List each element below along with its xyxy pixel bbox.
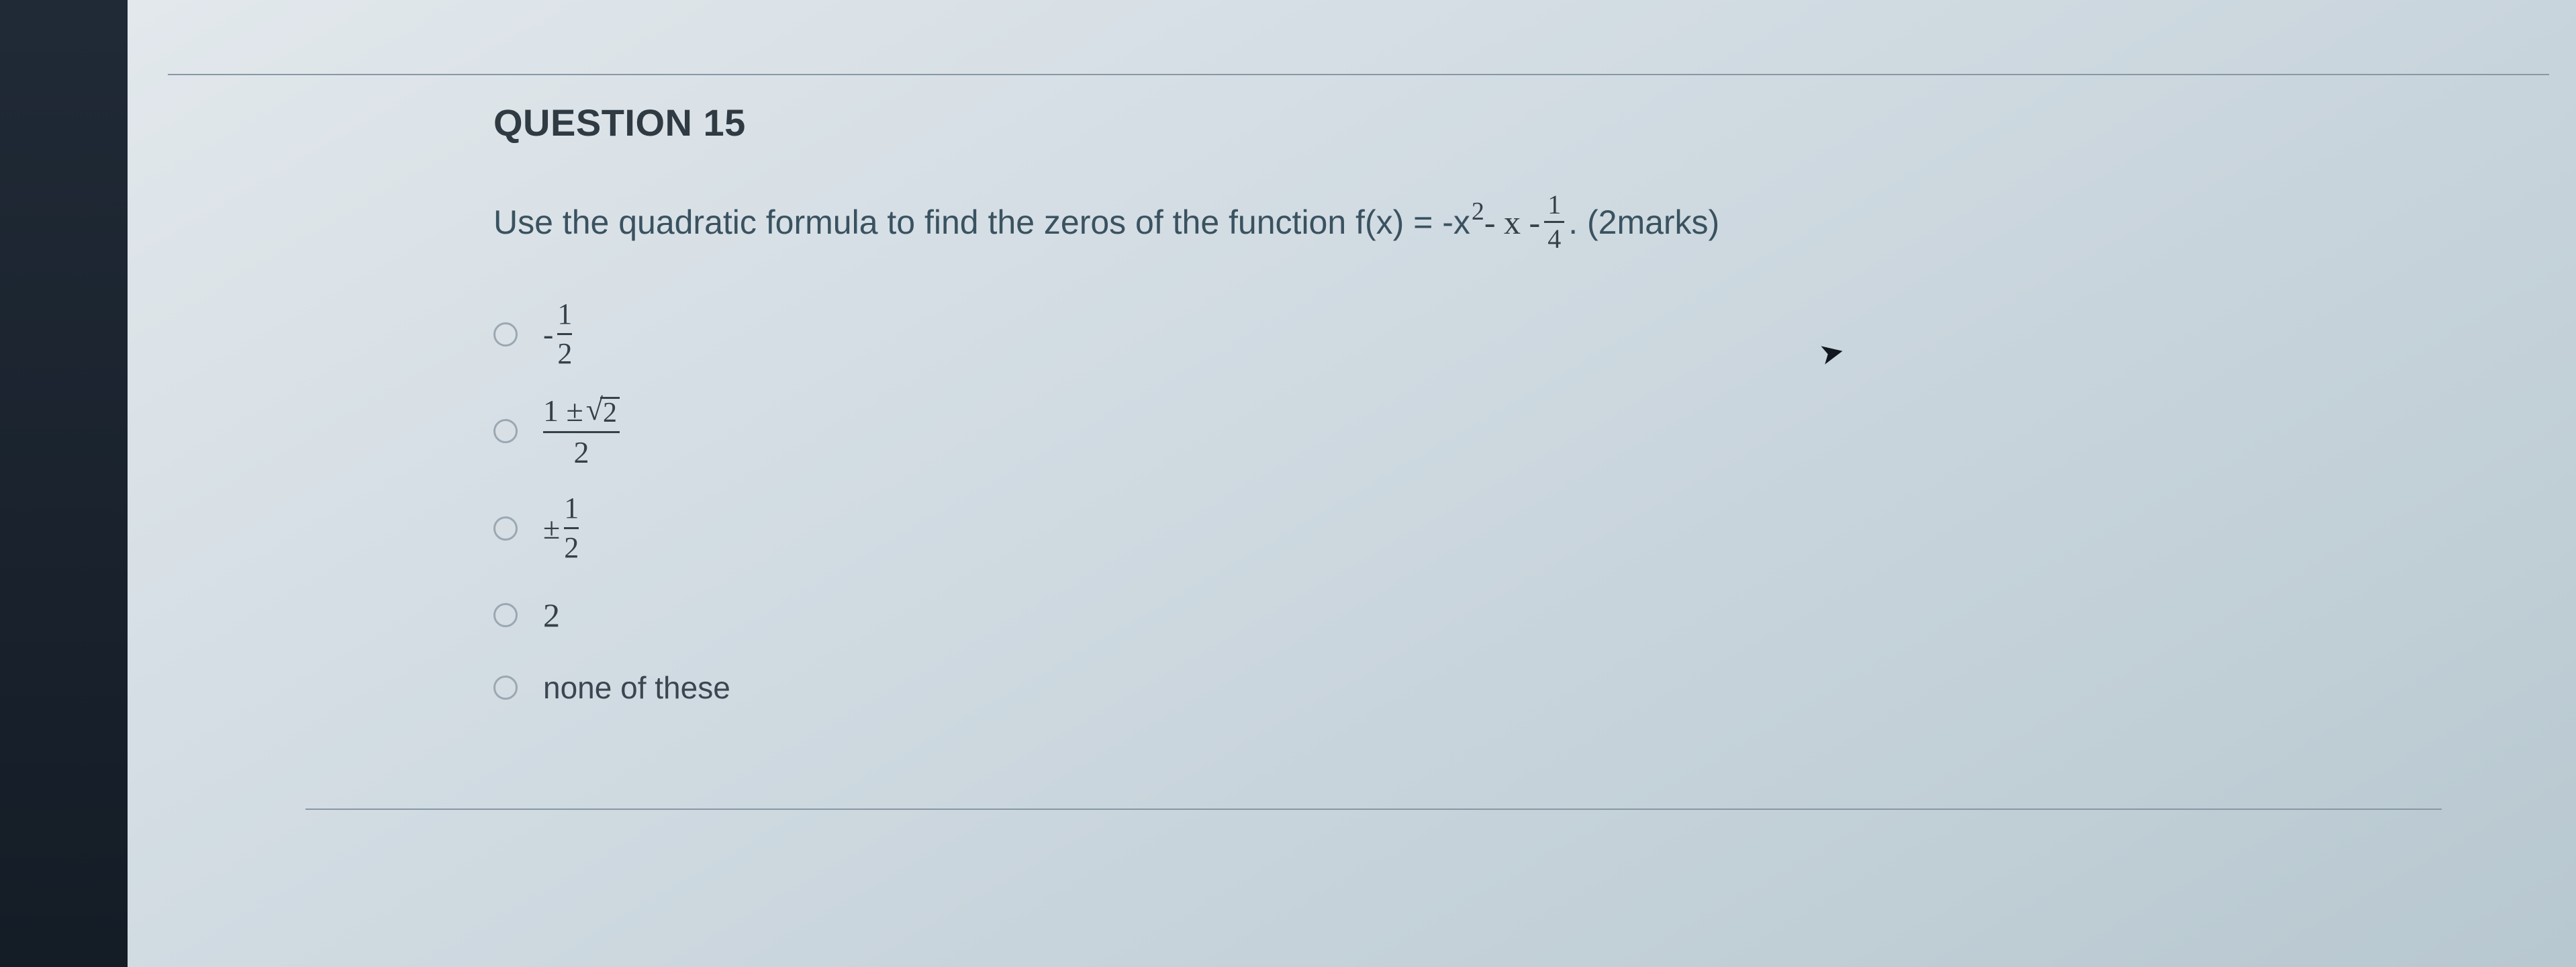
prompt-suffix: . (2marks) [1568,203,1719,242]
option-c-den: 2 [564,527,579,563]
radio-icon[interactable] [493,603,518,627]
option-a-sign: - [543,316,553,352]
bottom-divider [305,809,2442,810]
radio-icon[interactable] [493,516,518,541]
prompt-prefix: Use the quadratic formula to find the ze… [493,203,1470,242]
option-c-num: 1 [564,494,579,527]
option-a-num: 1 [557,300,572,333]
radio-icon[interactable] [493,322,518,347]
top-divider [168,74,2549,75]
prompt-frac-den: 4 [1544,221,1564,252]
prompt-exponent: 2 [1472,197,1484,226]
option-d[interactable]: 2 [493,588,2576,642]
option-b-num-left: 1 ± [543,396,583,426]
content-area: QUESTION 15 Use the quadratic formula to… [128,0,2576,967]
option-c[interactable]: ± 1 2 [493,494,2576,563]
option-a-content: - 1 2 [543,300,572,369]
options-list: - 1 2 1 ± √ 2 [493,300,2576,715]
option-a-fraction: 1 2 [557,300,572,369]
option-b-radicand: 2 [600,397,620,427]
radio-icon[interactable] [493,676,518,700]
option-c-content: ± 1 2 [543,494,579,563]
option-b-num: 1 ± √ 2 [543,394,620,431]
option-e-text: none of these [543,670,730,706]
prompt-fraction: 14 [1544,191,1564,252]
option-a[interactable]: - 1 2 [493,300,2576,369]
question-heading: QUESTION 15 [493,101,2576,144]
option-a-den: 2 [557,333,572,369]
question-block: QUESTION 15 Use the quadratic formula to… [493,101,2576,810]
dark-sidebar [0,0,128,967]
option-b-den: 2 [543,431,620,468]
radio-icon[interactable] [493,419,518,443]
sqrt-icon: √ 2 [586,394,620,427]
option-e-content: none of these [543,670,730,706]
option-c-sign: ± [543,510,560,546]
option-e[interactable]: none of these [493,661,2576,715]
option-b-content: 1 ± √ 2 2 [543,394,620,468]
option-b[interactable]: 1 ± √ 2 2 [493,394,2576,468]
question-prompt: Use the quadratic formula to find the ze… [493,191,2576,252]
option-c-fraction: 1 2 [564,494,579,563]
option-d-text: 2 [543,596,560,635]
option-d-content: 2 [543,596,560,635]
option-b-fraction: 1 ± √ 2 2 [543,394,620,468]
prompt-mid: - x - [1484,203,1540,242]
prompt-frac-num: 1 [1547,191,1561,221]
